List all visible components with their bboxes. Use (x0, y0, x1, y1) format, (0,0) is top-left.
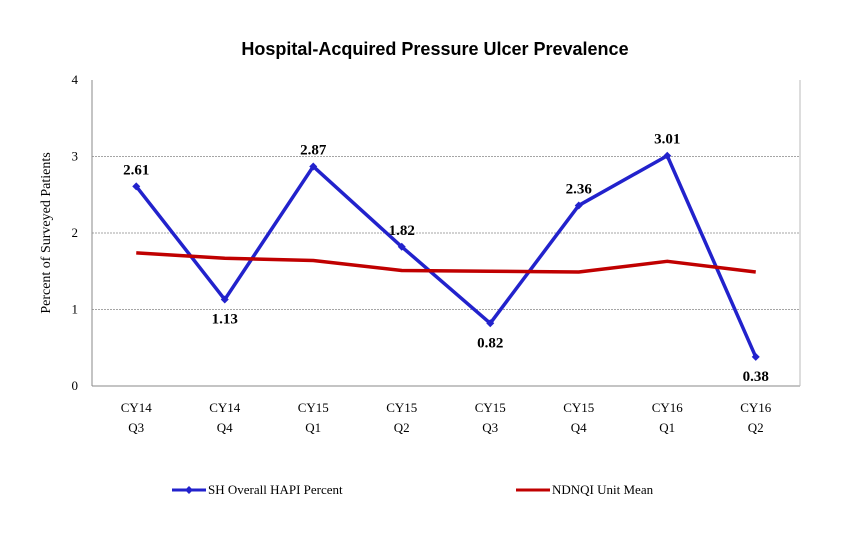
data-label: 0.38 (743, 369, 769, 385)
x-tick-label: CY16 (652, 400, 684, 415)
y-tick-label: 1 (72, 302, 79, 317)
x-tick-label: CY15 (563, 400, 594, 415)
data-label: 0.82 (477, 335, 503, 351)
x-tick-label: CY15 (386, 400, 417, 415)
data-point (486, 319, 495, 328)
data-label: 2.36 (566, 181, 593, 197)
x-tick-label: Q3 (128, 420, 144, 435)
x-tick-label: Q1 (305, 420, 321, 435)
x-tick-label: Q4 (217, 420, 233, 435)
y-tick-label: 4 (72, 72, 79, 87)
x-tick-label: Q3 (482, 420, 498, 435)
x-tick-label: CY16 (740, 400, 772, 415)
x-tick-label: Q1 (659, 420, 675, 435)
data-point (574, 201, 583, 210)
data-label: 3.01 (654, 132, 680, 148)
x-tick-label: Q4 (571, 420, 587, 435)
y-tick-label: 0 (72, 378, 79, 393)
series-line-2 (136, 251, 756, 274)
x-tick-label: CY15 (475, 400, 506, 415)
data-label: 1.13 (212, 312, 238, 328)
x-tick-label: Q2 (748, 420, 764, 435)
data-point (663, 151, 672, 160)
x-tick-label: CY14 (121, 400, 153, 415)
legend-label: SH Overall HAPI Percent (208, 482, 343, 497)
legend-marker (185, 486, 193, 494)
data-point (132, 182, 141, 191)
data-point (751, 352, 760, 361)
x-tick-label: CY15 (298, 400, 329, 415)
y-tick-label: 3 (72, 149, 79, 164)
chart-title: Hospital-Acquired Pressure Ulcer Prevale… (241, 39, 628, 59)
data-point (220, 295, 229, 304)
series-line-1 (134, 153, 758, 358)
data-label: 2.87 (300, 142, 327, 158)
legend-label: NDNQI Unit Mean (552, 482, 654, 497)
data-label: 2.61 (123, 162, 149, 178)
y-tick-label: 2 (72, 225, 79, 240)
data-point (309, 162, 318, 171)
x-tick-label: Q2 (394, 420, 410, 435)
y-axis-label: Percent of Surveyed Patients (39, 152, 54, 313)
data-point (397, 242, 406, 251)
x-tick-label: CY14 (209, 400, 241, 415)
data-label: 1.82 (389, 223, 415, 239)
